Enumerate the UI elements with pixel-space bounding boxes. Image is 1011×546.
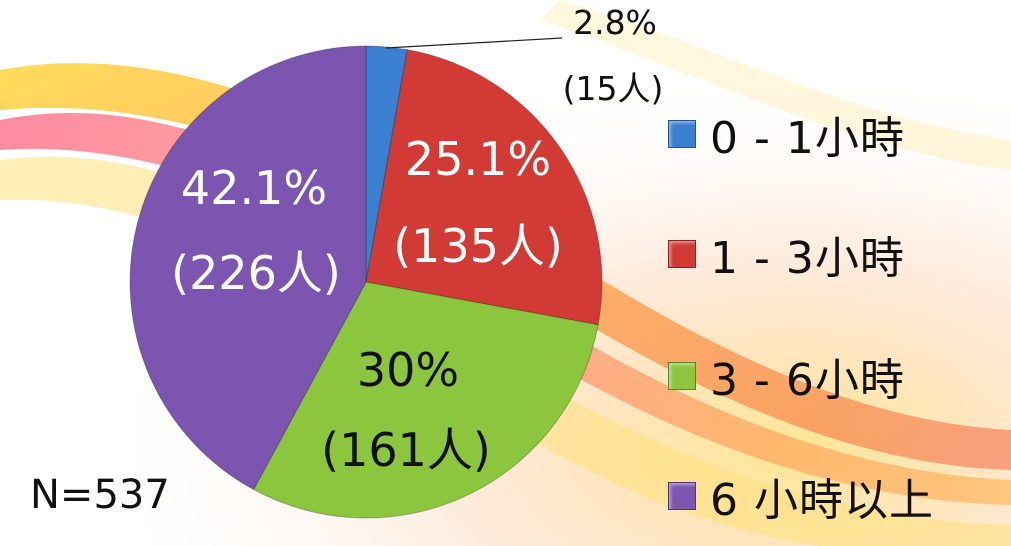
legend-item-6h-plus: 6 小時以上 (668, 466, 934, 526)
legend-swatch-0-1h (668, 120, 696, 148)
slice-label-1-3h: 25.1% (135人) (393, 132, 563, 273)
slice-label-6h-plus: 42.1% (226人) (171, 161, 341, 300)
pie-slice-1-3h (365, 49, 603, 326)
pie-slices (129, 45, 603, 519)
legend-swatch-1-3h (668, 240, 696, 268)
count-label-6h-plus: (226人) (171, 246, 341, 300)
count-label-3-6h: (161人) (321, 423, 491, 477)
legend-swatch-6h-plus (668, 482, 696, 510)
count-label-0-1h: (15人) (563, 69, 664, 108)
pie-slice-3-6h (252, 281, 599, 519)
sample-size-label: N=537 (30, 472, 170, 518)
percent-label-6h-plus: 42.1% (181, 161, 327, 215)
count-label-1-3h: (135人) (393, 219, 563, 273)
slice-label-3-6h: 30% (161人) (321, 343, 491, 477)
legend-item-3-6h: 3 - 6小時 (668, 346, 905, 406)
slice-label-0-1h: 2.8% (15人) (563, 3, 664, 108)
legend-swatch-3-6h (668, 362, 696, 390)
legend-label-0-1h: 0 - 1小時 (710, 113, 905, 164)
pie-slice-0-1h (365, 45, 408, 283)
pie-slice-6h-plus (129, 45, 367, 491)
percent-label-0-1h: 2.8% (573, 3, 657, 42)
legend-label-6h-plus: 6 小時以上 (710, 475, 934, 526)
leader-line-0-1h (385, 37, 563, 49)
percent-label-3-6h: 30% (357, 343, 459, 397)
legend-item-1-3h: 1 - 3小時 (668, 224, 905, 284)
legend-item-0-1h: 0 - 1小時 (668, 104, 905, 164)
legend-label-1-3h: 1 - 3小時 (710, 233, 905, 284)
legend-label-3-6h: 3 - 6小時 (710, 355, 905, 406)
percent-label-1-3h: 25.1% (405, 132, 551, 186)
